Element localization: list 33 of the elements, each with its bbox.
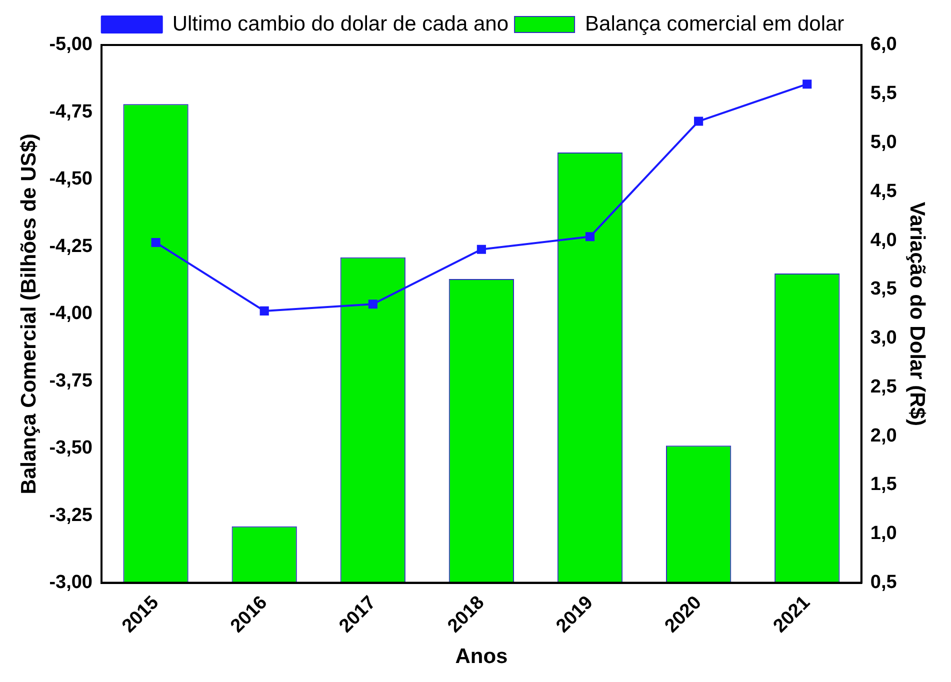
legend-label: Balança comercial em dolar: [585, 12, 844, 36]
y-tick-label: -3,00: [49, 572, 93, 594]
y2-tick-label: 4,0: [870, 230, 897, 251]
y2-tick-label: 4,5: [870, 180, 898, 202]
point: [476, 244, 486, 254]
y-tick-label: -4,75: [49, 101, 93, 122]
point: [260, 306, 269, 316]
y2-tick-label: 5,0: [870, 132, 897, 154]
y2-tick-label: 1,5: [870, 474, 898, 496]
y2-tick-label: 1,0: [870, 523, 897, 544]
y2-tick-label: 6,0: [870, 34, 897, 56]
y-tick-label: -4,00: [49, 303, 93, 324]
y2-tick-label: 2,0: [870, 425, 897, 446]
point: [368, 300, 378, 309]
y2-tick-label: 2,5: [870, 376, 898, 398]
y2-tick-label: 3,5: [870, 278, 898, 300]
y-tick-label: -3,25: [49, 504, 93, 526]
y-tick-label: -4,25: [49, 236, 93, 257]
point: [694, 116, 704, 126]
y-tick-label: -4,50: [49, 168, 93, 190]
y2-axis-title: Variação do Dolar (R$): [906, 202, 929, 426]
legend-label: Ultimo cambio do dolar de cada ano: [172, 12, 509, 36]
y-tick-label: -3,75: [49, 370, 93, 392]
x-axis-title: Anos: [455, 645, 508, 668]
y2-tick-label: 5,5: [870, 83, 898, 104]
y-tick-label: -3,50: [49, 438, 93, 459]
y2-tick-label: 3,0: [870, 328, 897, 349]
y-axis-title: Balança Comercial (Bilhões de US$): [17, 134, 40, 494]
y-tick-label: -5,00: [49, 34, 93, 56]
point: [585, 232, 595, 242]
y2-tick-label: 0,5: [870, 572, 898, 594]
point: [802, 80, 812, 89]
point: [151, 238, 160, 248]
